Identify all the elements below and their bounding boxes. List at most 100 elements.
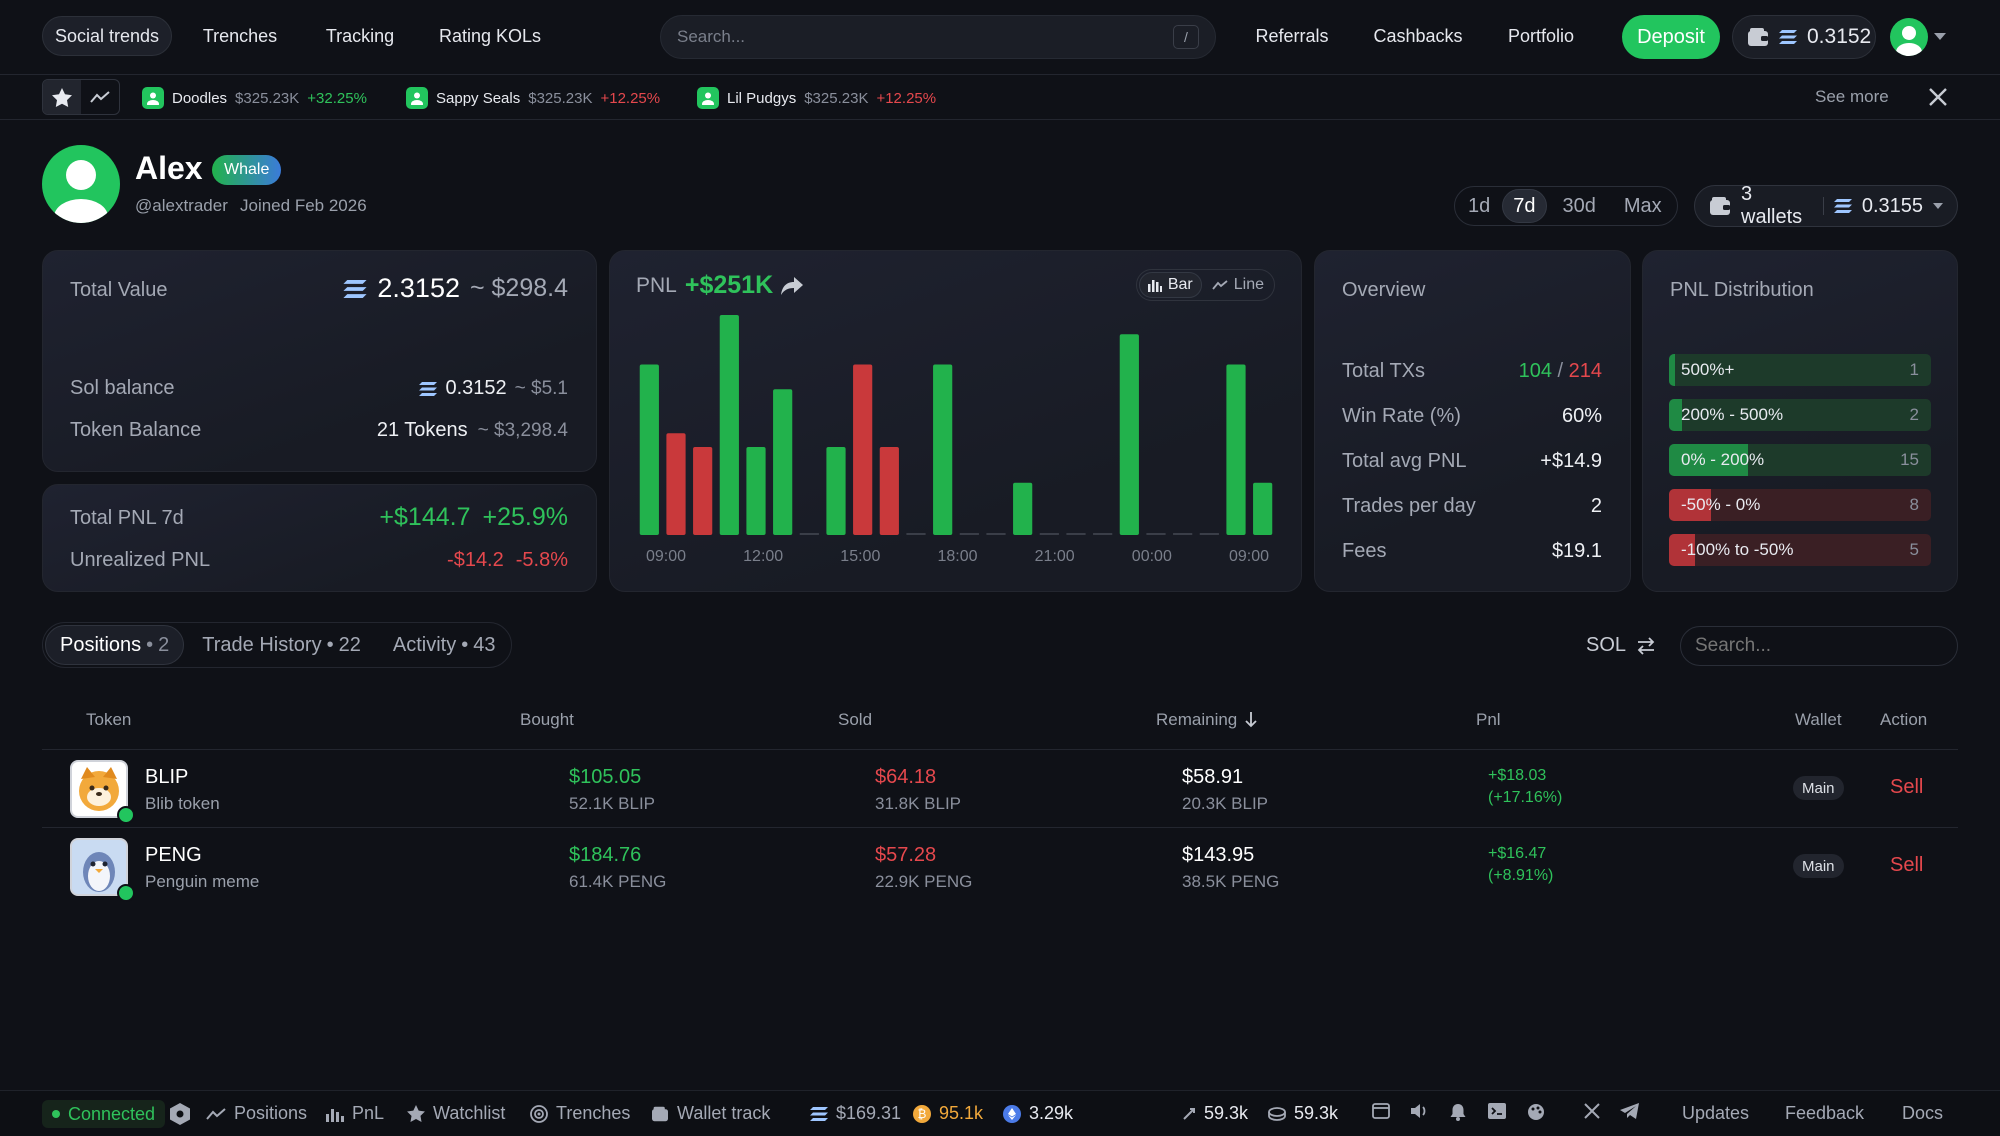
bottom-link-wallet-track[interactable]: Wallet track <box>651 1103 770 1124</box>
tab-trade-history[interactable]: Trade History • 22 <box>202 633 361 656</box>
chart-type-bar[interactable]: Bar <box>1138 272 1202 298</box>
column-header-wallet[interactable]: Wallet <box>1795 710 1842 729</box>
chart-bar[interactable] <box>1146 533 1166 535</box>
pnl-pct: (+8.91%) <box>1488 867 1554 884</box>
deposit-button[interactable]: Deposit <box>1622 15 1720 59</box>
total-value-amount: 2.3152 ~ $298.4 <box>343 273 568 304</box>
settings-hex-icon[interactable] <box>170 1103 190 1125</box>
chart-bar[interactable] <box>773 389 793 535</box>
bottom-link-positions[interactable]: Positions <box>206 1103 307 1124</box>
table-row[interactable]: PENG Penguin meme $184.76 61.4K PENG $57… <box>42 827 1958 905</box>
ticker-item[interactable]: Doodles $325.23K +32.25% <box>142 86 367 110</box>
chart-bar[interactable] <box>666 433 686 535</box>
chart-bar[interactable] <box>853 364 873 536</box>
chart-bar[interactable] <box>1039 533 1059 535</box>
overview-label-trades-per-day: Trades per day <box>1342 495 1476 517</box>
wallet-balance-button[interactable]: 0.3152 <box>1732 15 1876 59</box>
ticker-item[interactable]: Lil Pudgys $325.23K +12.25% <box>697 86 936 110</box>
sell-button[interactable]: Sell <box>1890 776 1924 798</box>
global-search: / <box>660 15 1216 59</box>
chart-bar[interactable] <box>719 315 739 535</box>
chart-bar[interactable] <box>746 447 766 535</box>
chart-bar[interactable] <box>1066 533 1086 535</box>
nav-portfolio[interactable]: Portfolio <box>1507 25 1575 46</box>
table-search-input[interactable] <box>1680 626 1958 666</box>
chart-bar[interactable] <box>906 533 926 535</box>
tab-positions[interactable]: Positions • 2 <box>45 625 185 665</box>
chart-bar[interactable] <box>1013 482 1033 535</box>
chart-bar[interactable] <box>799 533 819 535</box>
column-header-action[interactable]: Action <box>1880 710 1928 729</box>
token-symbol[interactable]: BLIP <box>145 766 189 788</box>
timeframe-1d[interactable]: 1d <box>1468 194 1491 217</box>
share-icon[interactable] <box>781 276 804 295</box>
chart-bar[interactable] <box>1093 533 1113 535</box>
ticker-name: Doodles <box>172 89 228 107</box>
chart-bar[interactable] <box>639 364 659 536</box>
user-avatar[interactable] <box>1890 18 1928 56</box>
nav-tracking[interactable]: Tracking <box>325 25 395 46</box>
chart-type-line[interactable]: Line <box>1204 272 1272 298</box>
chart-bar[interactable] <box>1173 533 1193 535</box>
nav-trenches[interactable]: Trenches <box>202 25 278 46</box>
tab-activity[interactable]: Activity • 43 <box>392 633 496 656</box>
table-row[interactable]: BLIP Blib token $105.05 52.1K BLIP $64.1… <box>42 749 1958 827</box>
close-icon[interactable] <box>1928 87 1948 107</box>
sol-balance-value: 0.3152 <box>445 377 507 399</box>
chevron-down-icon <box>1933 202 1943 210</box>
column-header-bought[interactable]: Bought <box>520 710 574 729</box>
chart-bar[interactable] <box>986 533 1006 535</box>
sol-balance-label: Sol balance <box>70 377 175 399</box>
chart-bar[interactable] <box>933 364 953 536</box>
currency-toggle[interactable]: SOL <box>1586 634 1656 657</box>
telegram-icon[interactable] <box>1620 1103 1640 1119</box>
trend-icon[interactable] <box>81 80 119 114</box>
overview-label-avg-pnl: Total avg PNL <box>1342 450 1467 472</box>
bottom-link-updates[interactable]: Updates <box>1682 1103 1750 1123</box>
timeframe-max[interactable]: Max <box>1623 194 1662 217</box>
nav-rating-kols[interactable]: Rating KOLs <box>438 25 542 46</box>
chevron-down-icon[interactable] <box>1934 33 1946 41</box>
column-header-pnl[interactable]: Pnl <box>1476 710 1501 729</box>
timeframe-7d[interactable]: 7d <box>1502 189 1547 223</box>
terminal-icon[interactable] <box>1488 1103 1506 1119</box>
x-twitter-icon[interactable] <box>1584 1103 1600 1119</box>
ticker-price: $325.23K <box>804 89 869 107</box>
see-more-link[interactable]: See more <box>1815 87 1889 106</box>
timeframe-30d[interactable]: 30d <box>1562 194 1596 217</box>
star-icon[interactable] <box>43 80 81 114</box>
global-search-input[interactable] <box>677 27 1173 47</box>
ticker-item[interactable]: Sappy Seals $325.23K +12.25% <box>406 86 660 110</box>
chart-bar[interactable] <box>1119 334 1139 535</box>
chart-bar[interactable] <box>826 447 846 535</box>
wallets-selector[interactable]: 3 wallets 0.3155 <box>1694 183 1958 228</box>
nav-social-trends[interactable]: Social trends <box>42 16 172 56</box>
volume-icon[interactable] <box>1410 1103 1428 1119</box>
chart-bar[interactable] <box>693 447 713 535</box>
chart-bar[interactable] <box>1253 482 1273 535</box>
column-header-token[interactable]: Token <box>86 710 132 729</box>
sol-icon <box>419 381 438 396</box>
chart-bar[interactable] <box>879 447 899 535</box>
nav-cashbacks[interactable]: Cashbacks <box>1373 25 1463 46</box>
token-symbol[interactable]: PENG <box>145 844 202 866</box>
column-header-remaining[interactable]: Remaining <box>1156 710 1257 730</box>
chart-bar[interactable] <box>1199 533 1219 535</box>
bottom-link-feedback[interactable]: Feedback <box>1785 1103 1865 1123</box>
distribution-range: -100% to -50% <box>1681 540 1794 559</box>
bottom-link-trenches[interactable]: Trenches <box>530 1103 630 1124</box>
bottom-link-pnl[interactable]: PnL <box>326 1103 384 1124</box>
bottom-link-docs[interactable]: Docs <box>1902 1103 1944 1123</box>
nav-referrals[interactable]: Referrals <box>1255 25 1329 46</box>
palette-icon[interactable] <box>1527 1103 1545 1121</box>
sell-button[interactable]: Sell <box>1890 854 1924 876</box>
wallet-icon <box>1709 196 1731 216</box>
chart-bar[interactable] <box>1226 364 1246 536</box>
chart-bar[interactable] <box>959 533 979 535</box>
column-header-sold[interactable]: Sold <box>838 710 873 729</box>
star-icon <box>407 1105 425 1122</box>
bottom-link-watchlist[interactable]: Watchlist <box>407 1103 505 1124</box>
bell-icon[interactable] <box>1450 1103 1466 1121</box>
total-pnl-card: Total PNL 7d +$144.7 +25.9% Unrealized P… <box>42 484 597 592</box>
window-icon[interactable] <box>1372 1103 1390 1119</box>
